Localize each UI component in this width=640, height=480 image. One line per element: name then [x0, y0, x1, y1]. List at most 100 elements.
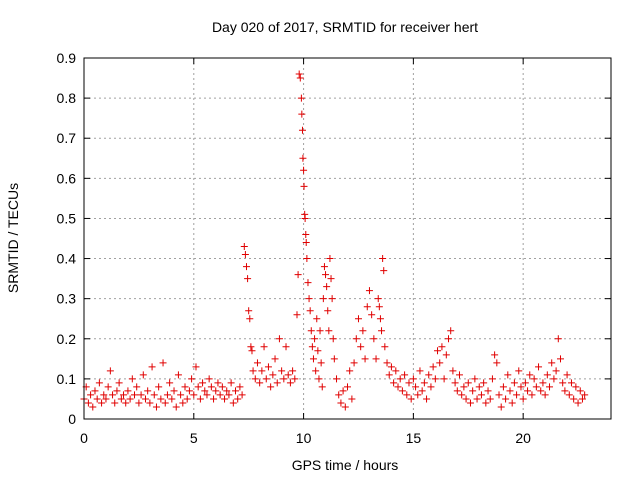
y-tick-label: 0.7 — [57, 130, 77, 146]
data-point — [221, 395, 229, 403]
data-point — [409, 375, 417, 383]
data-point — [348, 395, 356, 403]
y-tick-label: 0.9 — [57, 50, 77, 66]
data-point — [95, 379, 103, 387]
data-point — [210, 395, 218, 403]
data-point — [414, 391, 422, 399]
data-point — [394, 383, 402, 391]
data-point — [552, 367, 560, 375]
y-tick-label: 0.1 — [57, 371, 77, 387]
data-point — [379, 255, 387, 263]
data-point — [278, 367, 286, 375]
data-point — [299, 154, 307, 162]
data-point — [375, 303, 383, 311]
data-point — [91, 387, 99, 395]
data-point — [491, 351, 499, 359]
data-point — [539, 379, 547, 387]
data-point — [291, 375, 299, 383]
data-point — [181, 383, 189, 391]
y-tick-label: 0.8 — [57, 90, 77, 106]
data-point — [561, 387, 569, 395]
data-points — [80, 70, 589, 411]
data-point — [256, 379, 264, 387]
x-axis-label: GPS time / hours — [292, 457, 399, 473]
data-point — [440, 375, 448, 383]
data-point — [89, 403, 97, 411]
data-point — [113, 387, 121, 395]
data-point — [234, 395, 242, 403]
data-point — [535, 363, 543, 371]
data-point — [122, 399, 130, 407]
data-point — [550, 375, 558, 383]
data-point — [128, 375, 136, 383]
data-point — [124, 387, 132, 395]
data-point — [357, 343, 365, 351]
data-point — [341, 403, 349, 411]
data-point — [392, 367, 400, 375]
data-point — [168, 395, 176, 403]
data-point — [337, 399, 345, 407]
data-point — [271, 355, 279, 363]
data-point — [556, 355, 564, 363]
y-axis-label: SRMTID / TECUs — [5, 183, 21, 293]
data-point — [146, 399, 154, 407]
data-point — [434, 347, 442, 355]
data-point — [286, 379, 294, 387]
data-point — [115, 379, 123, 387]
data-point — [420, 379, 428, 387]
y-tick-label: 0 — [68, 411, 76, 427]
data-point — [258, 367, 266, 375]
data-point — [513, 391, 521, 399]
data-point — [519, 395, 527, 403]
data-point — [305, 295, 313, 303]
data-point — [179, 399, 187, 407]
y-tick-label: 0.6 — [57, 170, 77, 186]
data-point — [451, 379, 459, 387]
data-point — [192, 363, 200, 371]
data-point — [298, 126, 306, 134]
data-point — [423, 395, 431, 403]
data-point — [387, 363, 395, 371]
data-point — [183, 395, 191, 403]
data-point — [567, 379, 575, 387]
data-point — [322, 271, 330, 279]
data-point — [548, 359, 556, 367]
data-point — [297, 94, 305, 102]
data-point — [300, 166, 308, 174]
data-point — [264, 363, 272, 371]
data-point — [559, 379, 567, 387]
data-point — [335, 391, 343, 399]
data-point — [201, 387, 209, 395]
data-point — [482, 399, 490, 407]
data-point — [312, 367, 320, 375]
data-point — [493, 359, 501, 367]
data-point — [365, 287, 373, 295]
data-point — [294, 271, 302, 279]
data-point — [223, 387, 231, 395]
data-point — [242, 263, 250, 271]
data-point — [229, 399, 237, 407]
data-point — [447, 327, 455, 335]
data-point — [117, 395, 125, 403]
data-point — [502, 395, 510, 403]
data-point — [412, 383, 420, 391]
data-point — [159, 359, 167, 367]
data-point — [282, 343, 290, 351]
data-point — [346, 367, 354, 375]
data-point — [308, 343, 316, 351]
data-point — [475, 383, 483, 391]
data-point — [372, 355, 380, 363]
data-point — [309, 355, 317, 363]
data-point — [574, 399, 582, 407]
data-point — [396, 375, 404, 383]
data-point — [303, 255, 311, 263]
data-point — [385, 371, 393, 379]
data-point — [199, 379, 207, 387]
data-point — [126, 395, 134, 403]
data-point — [318, 383, 326, 391]
x-tick-label: 15 — [406, 430, 422, 446]
data-point — [227, 379, 235, 387]
data-point — [442, 351, 450, 359]
data-point — [218, 383, 226, 391]
data-point — [455, 371, 463, 379]
